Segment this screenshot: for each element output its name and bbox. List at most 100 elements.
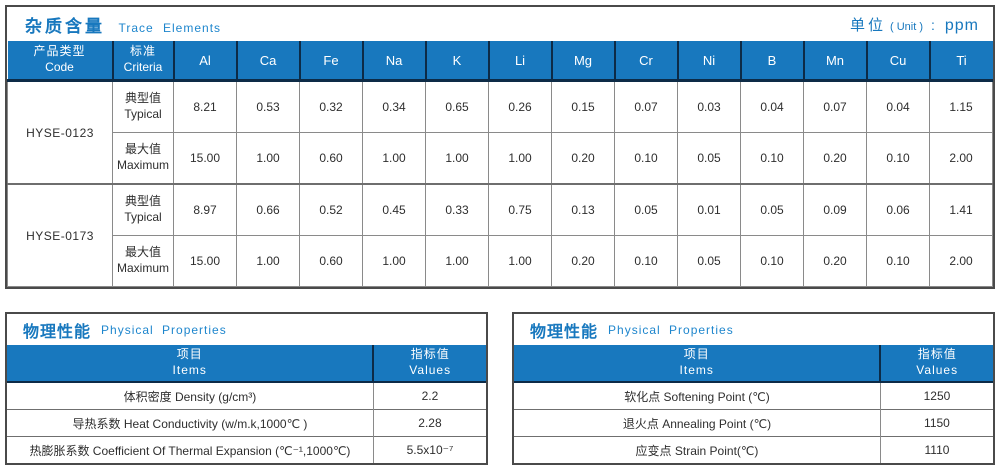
trace-value-cell: 1.00 (425, 235, 489, 287)
trace-elements-title-row: 杂质含量 Trace Elements 单位 ( Unit ) : ppm (7, 7, 993, 41)
criteria-cell-cn: 典型值 (124, 91, 161, 106)
trace-value-cell: 1.00 (425, 132, 489, 185)
property-value-cell: 2.28 (372, 409, 486, 437)
trace-value-cell: 8.97 (173, 183, 237, 236)
values-column-header: 指标值 Values (879, 345, 993, 383)
section-title-cn: 杂质含量 (25, 16, 105, 36)
values-column-header-en: Values (916, 363, 959, 377)
trace-value-cell: 0.75 (488, 183, 552, 236)
trace-value-cell: 0.20 (551, 235, 615, 287)
element-column-header-b: B (739, 41, 804, 82)
trace-value-cell: 15.00 (173, 132, 237, 185)
trace-value-cell: 0.33 (425, 183, 489, 236)
trace-value-cell: 1.00 (362, 235, 426, 287)
physical-properties-left-table: 项目 Items 指标值 Values 体积密度 Density (g/cm³)… (7, 345, 486, 463)
physical-properties-row: 物理性能 Physical Properties 项目 Items 指标值 Va… (5, 312, 995, 465)
trace-value-cell: 0.10 (866, 235, 930, 287)
table-row-hyse0173-typical: HYSE-0173 典型值 Typical 8.97 0.66 0.52 0.4… (7, 183, 993, 287)
criteria-cell: 最大值 Maximum (112, 132, 174, 185)
items-column-header: 项目 Items (7, 345, 374, 383)
unit-label-colon: : (930, 16, 935, 33)
physical-right-title-row: 物理性能 Physical Properties (514, 314, 993, 345)
trace-value-cell: 0.20 (803, 132, 867, 185)
code-column-header-cn: 产品类型 (33, 44, 86, 59)
trace-value-cell: 15.00 (173, 235, 237, 287)
trace-value-cell: 0.05 (677, 132, 741, 185)
element-column-header-cr: Cr (613, 41, 678, 82)
element-column-header-al: Al (172, 41, 237, 82)
values-column-header-cn: 指标值 (410, 347, 450, 362)
property-item-cell: 应变点 Strain Point(℃) (514, 436, 881, 463)
trace-value-cell: 0.45 (362, 183, 426, 236)
values-column-header: 指标值 Values (372, 345, 486, 383)
element-column-header-ca: Ca (235, 41, 300, 82)
values-column-header-cn: 指标值 (917, 347, 957, 362)
criteria-cell-cn: 典型值 (124, 194, 161, 209)
property-value-cell: 5.5x10⁻⁷ (372, 436, 486, 463)
trace-value-cell: 0.34 (362, 80, 426, 133)
section-title-cn: 物理性能 (530, 323, 599, 341)
section-title-en: Physical Properties (608, 322, 734, 337)
element-column-header-li: Li (487, 41, 552, 82)
property-row-annealing-point: 退火点 Annealing Point (℃) 1150 (514, 409, 993, 437)
trace-value-cell: 1.00 (488, 235, 552, 287)
items-column-header-en: Items (172, 363, 207, 377)
table-row-hyse0123-maximum: 最大值 Maximum 15.00 1.00 0.60 1.00 1.00 1.… (8, 132, 993, 185)
code-column-header-en: Code (45, 60, 74, 74)
trace-value-cell: 0.65 (425, 80, 489, 133)
props-header-row: 项目 Items 指标值 Values (514, 345, 993, 383)
trace-value-cell: 0.13 (551, 183, 615, 236)
trace-value-cell: 0.10 (740, 235, 804, 287)
trace-value-cell: 1.00 (488, 132, 552, 185)
table-row-hyse0123-typical: HYSE-0123 典型值 Typical 8.21 0.53 0.32 0.3… (7, 80, 993, 185)
trace-value-cell: 0.07 (803, 80, 867, 133)
trace-value-cell: 0.32 (299, 80, 363, 133)
property-item-cell: 导热系数 Heat Conductivity (w/m.k,1000℃ ) (7, 409, 374, 437)
trace-value-cell: 0.60 (299, 132, 363, 185)
criteria-cell-en: Typical (124, 107, 162, 121)
criteria-column-header-en: Criteria (123, 60, 163, 74)
property-row-heat-conductivity: 导热系数 Heat Conductivity (w/m.k,1000℃ ) 2.… (7, 409, 486, 437)
section-title-en: Trace Elements (118, 20, 222, 35)
criteria-cell: 典型值 Typical (112, 80, 174, 133)
items-column-header-cn: 项目 (176, 347, 203, 362)
props-header-row: 项目 Items 指标值 Values (7, 345, 486, 383)
property-value-cell: 1150 (879, 409, 993, 437)
element-column-header-k: K (424, 41, 489, 82)
trace-value-cell: 8.21 (173, 80, 237, 133)
property-row-thermal-expansion: 热膨胀系数 Coefficient Of Thermal Expansion (… (7, 436, 486, 463)
values-column-header-en: Values (409, 363, 452, 377)
physical-properties-left-section: 物理性能 Physical Properties 项目 Items 指标值 Va… (5, 312, 488, 465)
product-code-cell: HYSE-0173 (7, 183, 113, 287)
trace-value-cell: 0.04 (740, 80, 804, 133)
element-column-header-cu: Cu (865, 41, 930, 82)
criteria-cell: 最大值 Maximum (112, 235, 174, 287)
criteria-cell: 典型值 Typical (112, 183, 174, 236)
trace-value-cell: 0.01 (677, 183, 741, 236)
property-row-softening-point: 软化点 Softening Point (℃) 1250 (514, 381, 993, 410)
trace-elements-table: 产品类型 Code 标准 Criteria Al Ca Fe Na K Li M… (7, 41, 993, 287)
unit-value: ppm (944, 16, 979, 34)
trace-value-cell: 0.07 (614, 80, 678, 133)
trace-value-cell: 1.00 (236, 235, 300, 287)
trace-value-cell: 0.05 (614, 183, 678, 236)
trace-value-cell: 0.09 (803, 183, 867, 236)
property-row-density: 体积密度 Density (g/cm³) 2.2 (7, 381, 486, 410)
element-column-header-na: Na (361, 41, 426, 82)
element-column-header-ti: Ti (928, 41, 993, 82)
property-item-cell: 体积密度 Density (g/cm³) (7, 381, 374, 410)
trace-value-cell: 1.00 (362, 132, 426, 185)
trace-value-cell: 1.41 (929, 183, 993, 236)
section-title-cn: 物理性能 (23, 323, 92, 341)
trace-value-cell: 0.05 (740, 183, 804, 236)
section-title: 杂质含量 Trace Elements (25, 12, 221, 37)
items-column-header-cn: 项目 (683, 347, 710, 362)
trace-value-cell: 0.66 (236, 183, 300, 236)
trace-value-cell: 0.53 (236, 80, 300, 133)
element-column-header-ni: Ni (676, 41, 741, 82)
unit-label-paren: ( Unit ) (889, 20, 923, 33)
property-value-cell: 2.2 (372, 381, 486, 410)
criteria-column-header-cn: 标准 (129, 44, 156, 59)
property-row-strain-point: 应变点 Strain Point(℃) 1110 (514, 436, 993, 463)
criteria-cell-cn: 最大值 (124, 142, 161, 157)
